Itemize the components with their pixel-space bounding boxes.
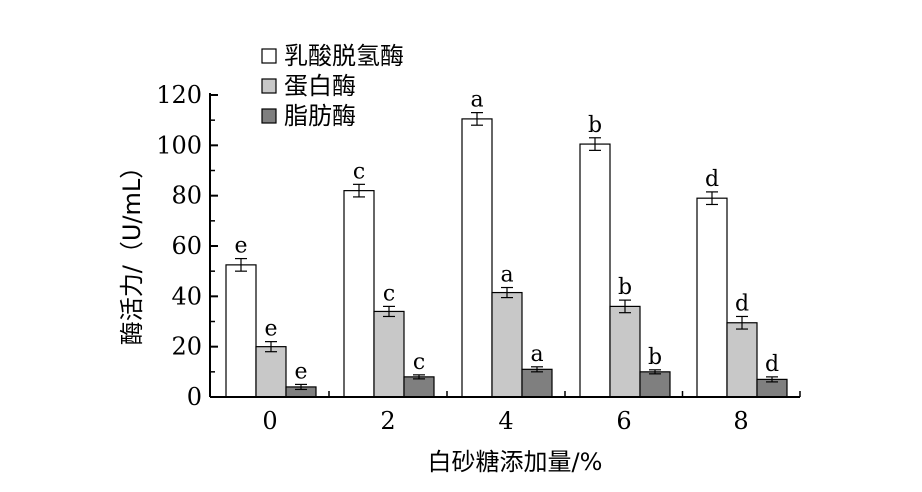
significance-label: a <box>530 342 543 367</box>
significance-label: e <box>294 359 307 384</box>
bar-series-1-cat-4 <box>461 118 493 398</box>
legend-swatch <box>261 78 277 94</box>
x-tick-label: 0 <box>262 407 277 435</box>
significance-label: d <box>765 352 779 377</box>
bar-series-1-cat-8 <box>696 197 728 398</box>
significance-label: e <box>234 234 247 259</box>
y-tick-label: 40 <box>171 282 202 310</box>
bar-series-2-cat-4 <box>491 291 523 398</box>
legend-swatch <box>261 108 277 124</box>
x-tick-label: 4 <box>498 407 513 435</box>
y-tick-label: 0 <box>187 383 202 411</box>
bar-series-2-cat-8 <box>726 322 758 398</box>
legend-label: 乳酸脱氢酶 <box>284 42 404 70</box>
bar-series-1-cat-0 <box>225 264 257 398</box>
significance-label: c <box>383 281 395 306</box>
significance-label: a <box>470 88 483 113</box>
significance-label: d <box>735 291 749 316</box>
significance-label: b <box>618 275 632 300</box>
bar-series-1-cat-2 <box>343 190 375 398</box>
bar-series-3-cat-2 <box>403 376 435 398</box>
legend-label: 蛋白酶 <box>284 72 356 100</box>
bar-series-1-cat-6 <box>579 143 611 398</box>
legend-swatch <box>261 48 277 64</box>
y-axis-title: 酶活力/（U/mL） <box>118 155 146 346</box>
x-tick-label: 6 <box>616 407 631 435</box>
bar-series-3-cat-4 <box>521 368 553 398</box>
x-tick-label: 8 <box>733 407 748 435</box>
significance-label: c <box>353 159 365 184</box>
y-tick-label: 120 <box>156 81 202 109</box>
bar-series-2-cat-2 <box>373 310 405 398</box>
significance-label: b <box>648 345 662 370</box>
bar-groups: e c a b d e c a b d e c a b d <box>225 88 788 398</box>
bar-series-2-cat-6 <box>609 305 641 398</box>
y-tick-label: 60 <box>171 232 202 260</box>
x-axis-title: 白砂糖添加量/% <box>428 448 603 476</box>
significance-label: a <box>500 263 513 288</box>
significance-label: b <box>588 113 602 138</box>
y-tick-label: 100 <box>156 131 202 159</box>
significance-label: d <box>705 167 719 192</box>
axes: 0 20 40 60 80 100 120 0 2 4 6 8 <box>156 81 801 435</box>
legend-label: 脂肪酶 <box>284 102 356 130</box>
significance-label: e <box>264 317 277 342</box>
y-tick-label: 80 <box>171 182 202 210</box>
significance-label: c <box>413 350 425 375</box>
bar-series-3-cat-6 <box>639 371 671 398</box>
y-tick-label: 20 <box>171 333 202 361</box>
bar-series-2-cat-0 <box>255 346 287 398</box>
x-tick-label: 2 <box>380 407 395 435</box>
